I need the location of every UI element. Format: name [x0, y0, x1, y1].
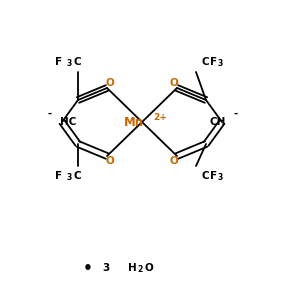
- Text: HC: HC: [60, 117, 76, 127]
- Text: 2: 2: [137, 265, 142, 275]
- Text: F: F: [210, 171, 217, 181]
- Text: 3: 3: [67, 173, 72, 182]
- Text: F: F: [210, 57, 217, 67]
- Text: 3: 3: [218, 60, 223, 69]
- Text: 2+: 2+: [153, 113, 167, 122]
- Text: F: F: [55, 57, 62, 67]
- Text: C: C: [202, 57, 210, 67]
- Text: C: C: [74, 57, 82, 67]
- Text: O: O: [106, 156, 114, 166]
- Text: O: O: [170, 156, 178, 166]
- Text: 3: 3: [218, 173, 223, 182]
- Text: CH: CH: [210, 117, 226, 127]
- Text: -: -: [234, 109, 238, 119]
- Text: -: -: [48, 109, 52, 119]
- Text: C: C: [202, 171, 210, 181]
- Text: O: O: [144, 263, 153, 273]
- Text: C: C: [74, 171, 82, 181]
- Text: O: O: [170, 78, 178, 88]
- Text: 3: 3: [67, 60, 72, 69]
- Text: H: H: [128, 263, 137, 273]
- Text: 3: 3: [102, 263, 110, 273]
- Text: F: F: [55, 171, 62, 181]
- Text: Mn: Mn: [124, 116, 144, 129]
- Text: O: O: [106, 78, 114, 88]
- Text: •: •: [83, 260, 93, 275]
